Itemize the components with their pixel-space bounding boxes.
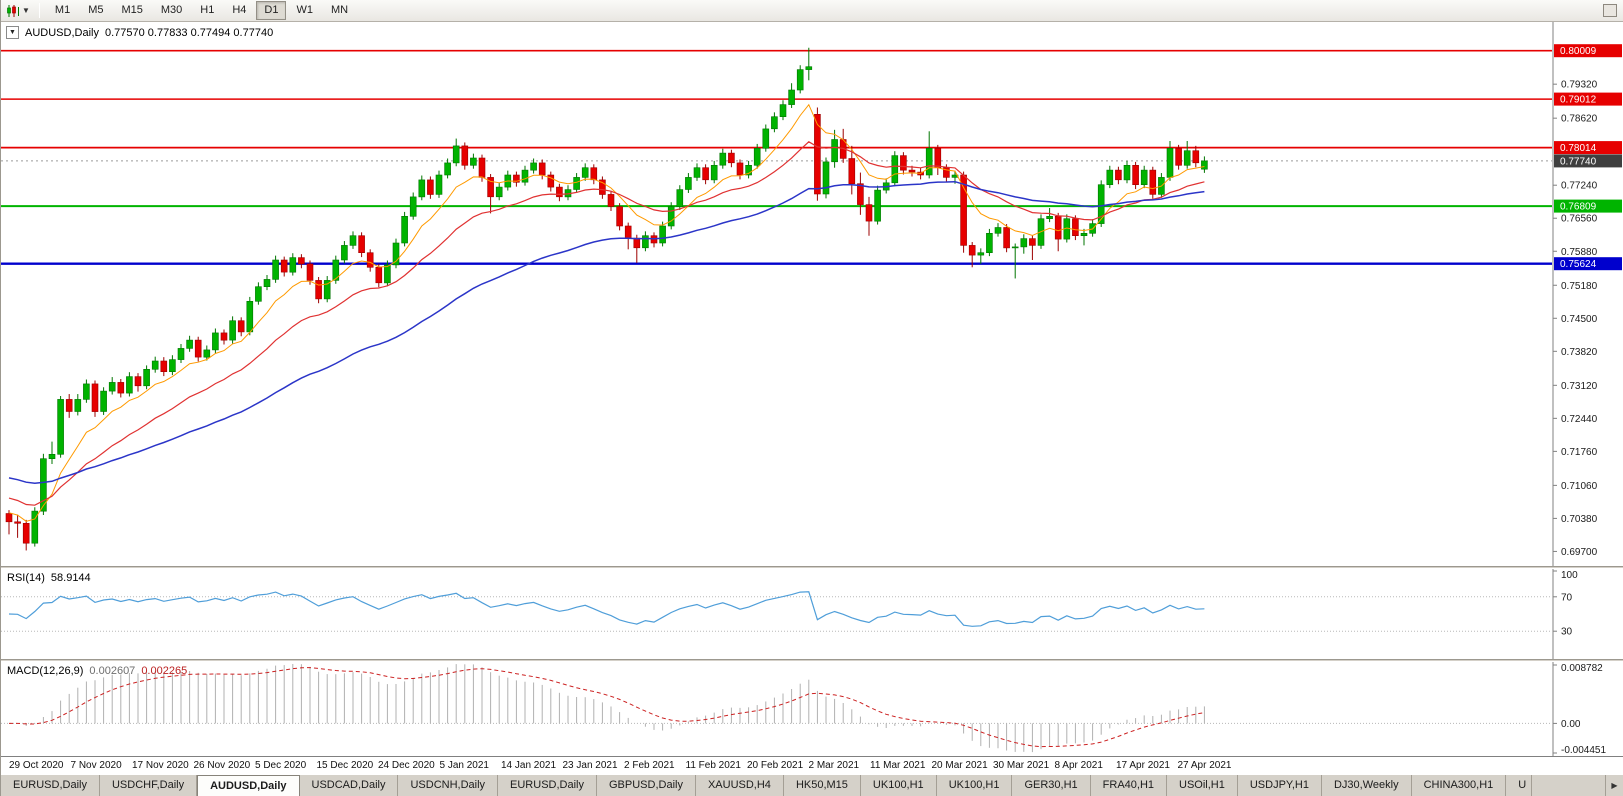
time-axis-label: 29 Oct 2020 bbox=[9, 760, 64, 771]
chart-area: 0.79320 0.78620 0.77240 0.76560 0.75880 0.751… bbox=[1, 22, 1623, 774]
pane-resize-handle[interactable] bbox=[1, 566, 1623, 569]
svg-text:0.77240: 0.77240 bbox=[1561, 181, 1598, 192]
svg-text:0.77740: 0.77740 bbox=[1560, 156, 1597, 167]
svg-text:0.76809: 0.76809 bbox=[1560, 202, 1597, 213]
timeframe-button-d1[interactable]: D1 bbox=[256, 1, 287, 20]
time-axis-label: 30 Mar 2021 bbox=[993, 760, 1050, 771]
price-chart-canvas[interactable]: 0.79320 0.78620 0.77240 0.76560 0.75880 0.751… bbox=[1, 22, 1623, 566]
time-axis-label: 26 Nov 2020 bbox=[193, 760, 251, 771]
svg-text:0.69700: 0.69700 bbox=[1561, 547, 1598, 558]
chart-tab-eurusd-daily[interactable]: EURUSD,Daily bbox=[498, 775, 597, 796]
svg-text:70: 70 bbox=[1561, 592, 1573, 603]
toolbar-separator bbox=[38, 3, 40, 18]
svg-text:0.74500: 0.74500 bbox=[1561, 314, 1598, 325]
time-axis-label: 14 Jan 2021 bbox=[501, 760, 557, 771]
time-axis-label: 5 Dec 2020 bbox=[255, 760, 307, 771]
time-axis-label: 11 Feb 2021 bbox=[685, 760, 741, 771]
timeframe-button-mn[interactable]: MN bbox=[330, 4, 349, 16]
timeframe-button-h1[interactable]: H1 bbox=[200, 4, 215, 16]
chart-tab-fra40-h1[interactable]: FRA40,H1 bbox=[1091, 775, 1168, 796]
chart-tab-overflow[interactable]: U bbox=[1506, 775, 1533, 796]
time-axis-label: 17 Apr 2021 bbox=[1116, 760, 1170, 771]
chart-tab-dj30-weekly[interactable]: DJ30,Weekly bbox=[1322, 775, 1412, 796]
time-axis-label: 20 Feb 2021 bbox=[747, 760, 804, 771]
timeframe-button-m1[interactable]: M1 bbox=[54, 4, 71, 16]
svg-text:0.72440: 0.72440 bbox=[1561, 414, 1598, 425]
chart-tab-uk100-h1[interactable]: UK100,H1 bbox=[937, 775, 1013, 796]
time-axis-label: 20 Mar 2021 bbox=[931, 760, 988, 771]
svg-text:0.73820: 0.73820 bbox=[1561, 347, 1598, 358]
timeframe-buttons: M1 M5 M15 M30 H1 H4 D1 W1 MN bbox=[46, 1, 357, 20]
chart-tab-china300-h1[interactable]: CHINA300,H1 bbox=[1412, 775, 1507, 796]
timeframe-button-w1[interactable]: W1 bbox=[296, 4, 313, 16]
svg-text:0.008782: 0.008782 bbox=[1561, 663, 1603, 674]
time-axis-label: 7 Nov 2020 bbox=[70, 760, 122, 771]
timeframe-button-m5[interactable]: M5 bbox=[88, 4, 104, 16]
chart-tab-uk100-h1[interactable]: UK100,H1 bbox=[861, 775, 937, 796]
chart-type-dropdown-caret[interactable]: ▼ bbox=[22, 6, 30, 15]
chart-tab-ger30-h1[interactable]: GER30,H1 bbox=[1012, 775, 1091, 796]
svg-text:0.75880: 0.75880 bbox=[1561, 247, 1598, 258]
time-axis-label: 5 Jan 2021 bbox=[439, 760, 490, 771]
rsi-indicator-pane[interactable]: 100 70 30 RSI(14) 58.9144 bbox=[1, 569, 1623, 659]
time-axis[interactable]: 29 Oct 2020 7 Nov 2020 17 Nov 2020 26 Nov 2… bbox=[1, 756, 1623, 774]
svg-text:-0.004451: -0.004451 bbox=[1561, 745, 1606, 756]
time-axis-label: 23 Jan 2021 bbox=[562, 760, 618, 771]
timeframe-toolbar: ▼ M1 M5 M15 M30 H1 H4 D1 W1 MN bbox=[1, 0, 1623, 22]
time-axis-label: 24 Dec 2020 bbox=[378, 760, 435, 771]
svg-text:0.80009: 0.80009 bbox=[1560, 46, 1597, 57]
chart-tab-xauusd-h4[interactable]: XAUUSD,H4 bbox=[696, 775, 784, 796]
svg-text:0.71760: 0.71760 bbox=[1561, 447, 1598, 458]
chart-tab-usdchf-daily[interactable]: USDCHF,Daily bbox=[100, 775, 198, 796]
chart-tab-usdcad-daily[interactable]: USDCAD,Daily bbox=[300, 775, 399, 796]
svg-text:100: 100 bbox=[1561, 570, 1578, 581]
svg-text:0.00: 0.00 bbox=[1561, 719, 1581, 730]
chart-tab-usdcnh-daily[interactable]: USDCNH,Daily bbox=[398, 775, 499, 796]
chart-tab-gbpusd-daily[interactable]: GBPUSD,Daily bbox=[597, 775, 696, 796]
svg-text:0.76560: 0.76560 bbox=[1561, 214, 1598, 225]
svg-text:0.73120: 0.73120 bbox=[1561, 381, 1598, 392]
time-axis-label: 17 Nov 2020 bbox=[132, 760, 189, 771]
chart-type-icon[interactable] bbox=[5, 3, 21, 18]
one-click-trading-toggle[interactable]: ▼ bbox=[6, 26, 19, 39]
toolbar-overflow-button[interactable] bbox=[1603, 4, 1617, 17]
timeframe-button-h4[interactable]: H4 bbox=[232, 4, 247, 16]
tabs-scroll-right-icon[interactable]: ▶ bbox=[1605, 775, 1623, 796]
time-axis-label: 15 Dec 2020 bbox=[316, 760, 374, 771]
time-axis-label: 2 Mar 2021 bbox=[808, 760, 860, 771]
chart-tab-usoil-h1[interactable]: USOil,H1 bbox=[1167, 775, 1238, 796]
svg-text:0.70380: 0.70380 bbox=[1561, 514, 1598, 525]
rsi-canvas[interactable]: 100 70 30 bbox=[1, 569, 1623, 659]
chart-tab-hk50-m15[interactable]: HK50,M15 bbox=[784, 775, 861, 796]
chart-tab-usdjpy-h1[interactable]: USDJPY,H1 bbox=[1238, 775, 1322, 796]
timeframe-button-m15[interactable]: M15 bbox=[121, 4, 143, 16]
svg-text:30: 30 bbox=[1561, 627, 1573, 638]
svg-text:0.78014: 0.78014 bbox=[1560, 143, 1597, 154]
time-axis-label: 2 Feb 2021 bbox=[624, 760, 675, 771]
pane-resize-handle[interactable] bbox=[1, 659, 1623, 662]
svg-text:0.71060: 0.71060 bbox=[1561, 481, 1598, 492]
chart-tab-audusd-daily[interactable]: AUDUSD,Daily bbox=[197, 775, 300, 796]
timeframe-button-m30[interactable]: M30 bbox=[160, 4, 183, 16]
chart-tabs-bar: EURUSD,Daily USDCHF,Daily AUDUSD,Daily USDC… bbox=[1, 774, 1623, 796]
time-axis-label: 11 Mar 2021 bbox=[870, 760, 926, 771]
svg-text:0.75624: 0.75624 bbox=[1560, 259, 1597, 270]
svg-text:0.79320: 0.79320 bbox=[1561, 80, 1598, 91]
macd-canvas[interactable]: 0.008782 0.00 -0.004451 bbox=[1, 662, 1623, 756]
svg-text:0.78620: 0.78620 bbox=[1561, 114, 1598, 125]
chart-tab-eurusd-daily[interactable]: EURUSD,Daily bbox=[1, 775, 100, 796]
svg-text:0.79012: 0.79012 bbox=[1560, 95, 1597, 106]
svg-text:0.75180: 0.75180 bbox=[1561, 281, 1598, 292]
macd-indicator-pane[interactable]: 0.008782 0.00 -0.004451 MACD(12,26,9) 0.00… bbox=[1, 662, 1623, 756]
time-axis-label: 8 Apr 2021 bbox=[1054, 760, 1103, 771]
time-axis-label: 27 Apr 2021 bbox=[1177, 760, 1232, 771]
price-chart-pane[interactable]: 0.79320 0.78620 0.77240 0.76560 0.75880 0.751… bbox=[1, 22, 1623, 566]
